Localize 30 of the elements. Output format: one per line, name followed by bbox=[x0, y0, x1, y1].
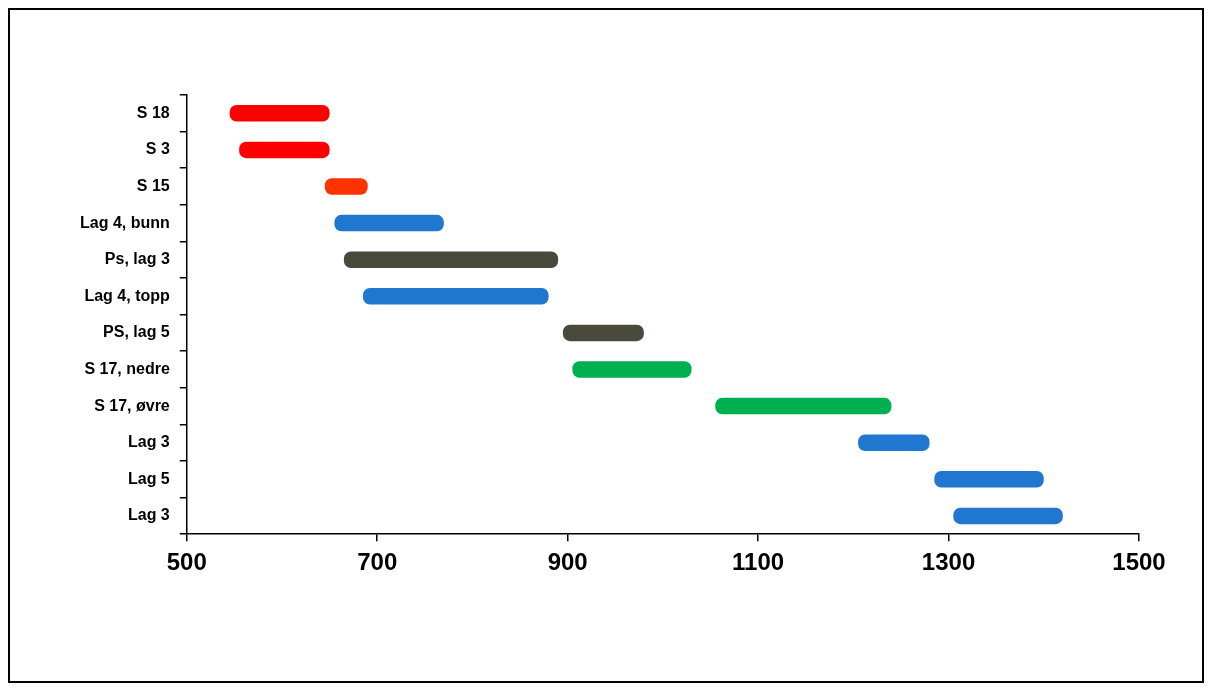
y-tick-label: Lag 5 bbox=[127, 469, 170, 487]
y-tick-label: S 15 bbox=[136, 176, 170, 194]
bar bbox=[324, 178, 368, 195]
bar bbox=[562, 324, 644, 342]
y-tick-label: Lag 4, topp bbox=[84, 286, 170, 304]
y-tick-label: PS, lag 5 bbox=[103, 323, 170, 341]
bar bbox=[239, 141, 330, 159]
y-tick-label: Lag 4, bunn bbox=[79, 213, 170, 231]
x-tick-label: 1500 bbox=[1112, 548, 1166, 576]
x-tick-label: 700 bbox=[357, 548, 398, 576]
x-tick-label: 500 bbox=[166, 548, 207, 576]
bar bbox=[334, 214, 444, 232]
y-tick-label: Ps, lag 3 bbox=[104, 250, 170, 268]
bar bbox=[572, 361, 692, 378]
y-tick-label: Lag 3 bbox=[127, 506, 170, 524]
bar bbox=[229, 105, 330, 122]
y-tick-label: S 18 bbox=[136, 103, 170, 121]
bar bbox=[858, 434, 930, 451]
y-tick-label: S 3 bbox=[145, 140, 170, 158]
bar bbox=[362, 288, 549, 305]
bar bbox=[715, 397, 892, 415]
bar bbox=[934, 471, 1044, 488]
y-tick-label: S 17, øvre bbox=[94, 396, 170, 414]
x-tick-label: 900 bbox=[547, 548, 588, 576]
bar bbox=[343, 251, 559, 268]
y-tick-label: Lag 3 bbox=[127, 433, 170, 451]
x-tick-label: 1100 bbox=[732, 548, 785, 576]
bar bbox=[953, 507, 1063, 525]
x-tick-label: 1300 bbox=[921, 548, 976, 576]
y-tick-label: S 17, nedre bbox=[84, 359, 170, 377]
